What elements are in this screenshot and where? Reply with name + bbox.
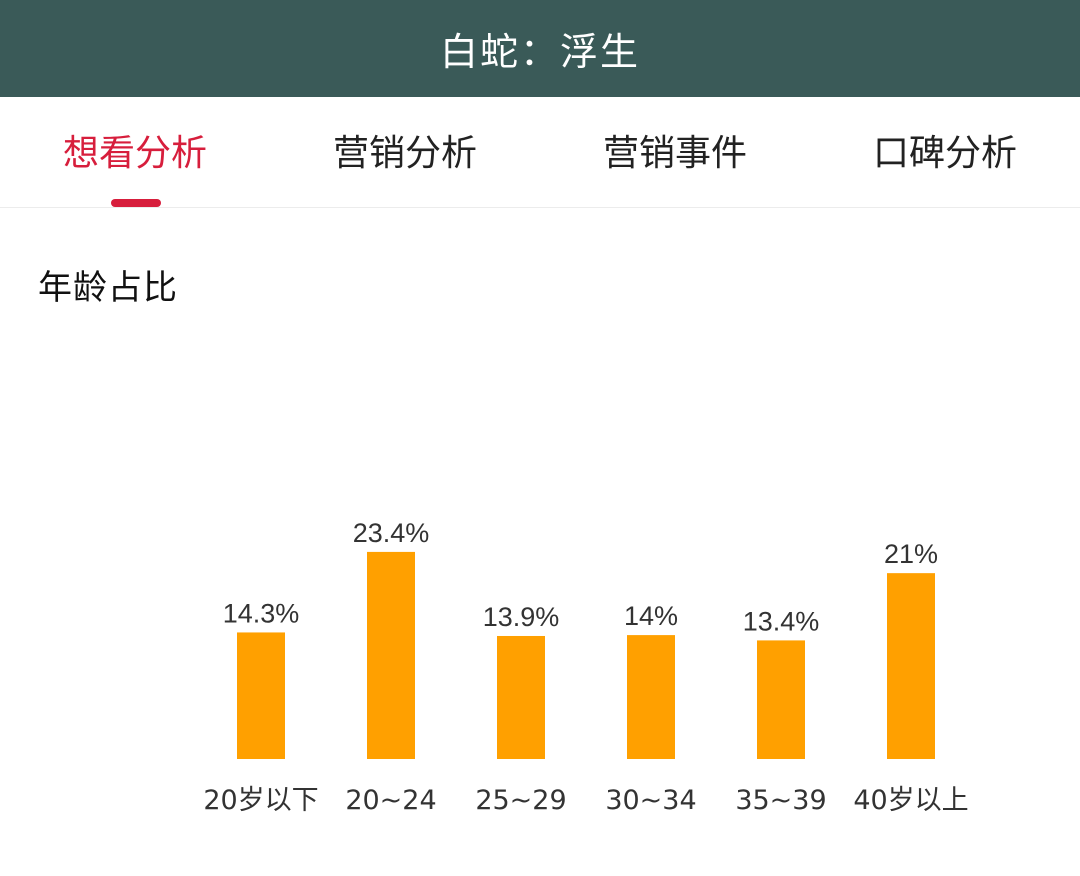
bar-3	[497, 635, 545, 759]
tab-label: 营销分析	[332, 133, 477, 174]
active-tab-indicator	[111, 199, 161, 207]
bar-1	[237, 632, 285, 759]
bar-value-label: 21%	[884, 539, 938, 569]
category-label: 20~24	[345, 785, 436, 816]
header-title: 白蛇：浮生	[439, 30, 640, 74]
category-label: 35~39	[735, 785, 826, 816]
tab-want-to-watch-analysis[interactable]: 想看分析	[0, 97, 270, 207]
bar-6	[887, 573, 935, 759]
tab-label: 想看分析	[62, 133, 207, 174]
bar-value-label: 23.4%	[353, 518, 430, 548]
tab-marketing-events[interactable]: 营销事件	[540, 97, 810, 207]
category-label: 40岁以上	[853, 785, 968, 816]
bar-value-label: 13.4%	[743, 606, 820, 636]
tab-bar: 想看分析 营销分析 营销事件 口碑分析	[0, 97, 1080, 208]
tab-marketing-analysis[interactable]: 营销分析	[270, 97, 540, 207]
bar-value-label: 14.3%	[223, 598, 300, 628]
category-label: 25~29	[475, 785, 566, 816]
bar-5	[757, 640, 805, 759]
bar-4	[627, 635, 675, 759]
bar-2	[367, 551, 415, 759]
tab-word-of-mouth-analysis[interactable]: 口碑分析	[810, 97, 1080, 207]
bar-value-label: 14%	[624, 601, 678, 631]
tab-label: 口碑分析	[872, 133, 1017, 174]
section-title: 年龄占比	[38, 268, 178, 308]
bar-value-label: 13.9%	[483, 602, 560, 632]
category-label: 20岁以下	[203, 785, 318, 816]
app-header: 白蛇：浮生	[0, 0, 1080, 97]
tab-label: 营销事件	[602, 133, 747, 174]
category-label: 30~34	[605, 785, 696, 816]
